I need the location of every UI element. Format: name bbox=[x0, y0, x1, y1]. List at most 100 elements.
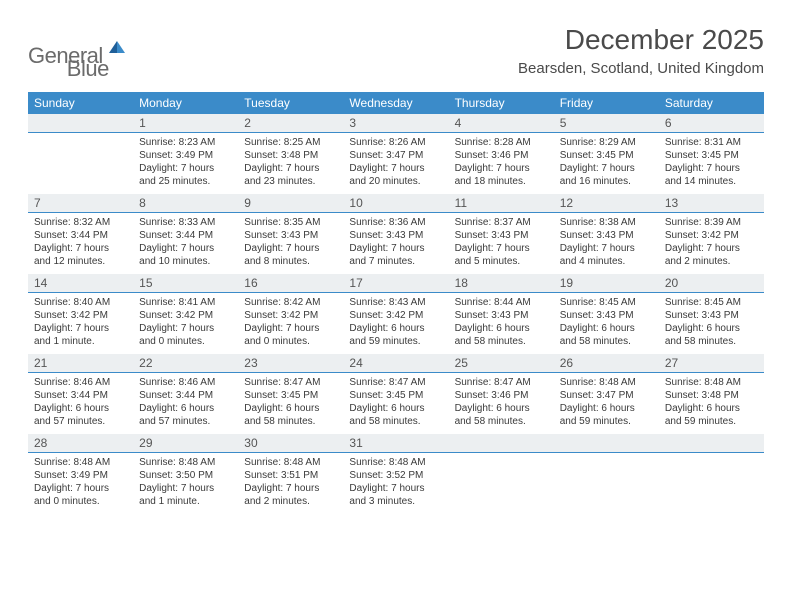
calendar-cell: Sunrise: 8:46 AMSunset: 3:44 PMDaylight:… bbox=[133, 373, 238, 434]
cell-sunset: Sunset: 3:42 PM bbox=[34, 309, 127, 322]
day-header: Monday bbox=[133, 92, 238, 114]
cell-d2: and 3 minutes. bbox=[349, 495, 442, 508]
day-number: 5 bbox=[554, 114, 659, 132]
cell-d1: Daylight: 7 hours bbox=[139, 322, 232, 335]
cell-sunrise: Sunrise: 8:28 AM bbox=[455, 136, 548, 149]
calendar-cell: Sunrise: 8:23 AMSunset: 3:49 PMDaylight:… bbox=[133, 133, 238, 194]
cell-d1: Daylight: 7 hours bbox=[244, 242, 337, 255]
cell-d1: Daylight: 7 hours bbox=[244, 482, 337, 495]
calendar-cell: Sunrise: 8:40 AMSunset: 3:42 PMDaylight:… bbox=[28, 293, 133, 354]
cell-d2: and 57 minutes. bbox=[34, 415, 127, 428]
cell-d2: and 0 minutes. bbox=[244, 335, 337, 348]
day-number bbox=[449, 434, 554, 452]
calendar-cell: Sunrise: 8:29 AMSunset: 3:45 PMDaylight:… bbox=[554, 133, 659, 194]
day-header-row: Sunday Monday Tuesday Wednesday Thursday… bbox=[28, 92, 764, 114]
cell-sunrise: Sunrise: 8:29 AM bbox=[560, 136, 653, 149]
cell-sunrise: Sunrise: 8:48 AM bbox=[349, 456, 442, 469]
cell-d2: and 2 minutes. bbox=[244, 495, 337, 508]
day-number: 28 bbox=[28, 434, 133, 452]
cell-d2: and 59 minutes. bbox=[560, 415, 653, 428]
day-header: Thursday bbox=[449, 92, 554, 114]
cell-sunset: Sunset: 3:45 PM bbox=[560, 149, 653, 162]
logo-text-2: Blue bbox=[67, 56, 109, 82]
cell-d2: and 12 minutes. bbox=[34, 255, 127, 268]
day-number: 25 bbox=[449, 354, 554, 372]
cell-d2: and 59 minutes. bbox=[349, 335, 442, 348]
cell-d2: and 16 minutes. bbox=[560, 175, 653, 188]
cell-d2: and 58 minutes. bbox=[455, 415, 548, 428]
day-number-row: 21222324252627 bbox=[28, 354, 764, 373]
cell-d1: Daylight: 7 hours bbox=[34, 322, 127, 335]
cell-sunrise: Sunrise: 8:42 AM bbox=[244, 296, 337, 309]
cell-d2: and 5 minutes. bbox=[455, 255, 548, 268]
calendar-cell: Sunrise: 8:47 AMSunset: 3:45 PMDaylight:… bbox=[343, 373, 448, 434]
calendar-cell bbox=[554, 453, 659, 514]
calendar-cell: Sunrise: 8:25 AMSunset: 3:48 PMDaylight:… bbox=[238, 133, 343, 194]
week-row: Sunrise: 8:23 AMSunset: 3:49 PMDaylight:… bbox=[28, 133, 764, 194]
cell-sunrise: Sunrise: 8:44 AM bbox=[455, 296, 548, 309]
day-number: 14 bbox=[28, 274, 133, 292]
day-header: Saturday bbox=[659, 92, 764, 114]
cell-sunrise: Sunrise: 8:47 AM bbox=[349, 376, 442, 389]
cell-d1: Daylight: 6 hours bbox=[560, 402, 653, 415]
calendar-cell: Sunrise: 8:47 AMSunset: 3:46 PMDaylight:… bbox=[449, 373, 554, 434]
calendar-cell: Sunrise: 8:41 AMSunset: 3:42 PMDaylight:… bbox=[133, 293, 238, 354]
day-number: 12 bbox=[554, 194, 659, 212]
day-number-row: 123456 bbox=[28, 114, 764, 133]
cell-sunrise: Sunrise: 8:46 AM bbox=[139, 376, 232, 389]
cell-sunset: Sunset: 3:45 PM bbox=[244, 389, 337, 402]
cell-d2: and 58 minutes. bbox=[560, 335, 653, 348]
cell-sunrise: Sunrise: 8:45 AM bbox=[665, 296, 758, 309]
cell-d1: Daylight: 7 hours bbox=[349, 482, 442, 495]
weeks-container: 123456Sunrise: 8:23 AMSunset: 3:49 PMDay… bbox=[28, 114, 764, 514]
calendar-cell: Sunrise: 8:46 AMSunset: 3:44 PMDaylight:… bbox=[28, 373, 133, 434]
cell-d2: and 4 minutes. bbox=[560, 255, 653, 268]
cell-sunrise: Sunrise: 8:48 AM bbox=[34, 456, 127, 469]
day-number bbox=[554, 434, 659, 452]
cell-d2: and 14 minutes. bbox=[665, 175, 758, 188]
day-number: 19 bbox=[554, 274, 659, 292]
cell-d2: and 58 minutes. bbox=[244, 415, 337, 428]
cell-sunrise: Sunrise: 8:48 AM bbox=[244, 456, 337, 469]
day-number: 26 bbox=[554, 354, 659, 372]
calendar-cell: Sunrise: 8:26 AMSunset: 3:47 PMDaylight:… bbox=[343, 133, 448, 194]
cell-d2: and 57 minutes. bbox=[139, 415, 232, 428]
day-header: Tuesday bbox=[238, 92, 343, 114]
calendar-cell: Sunrise: 8:36 AMSunset: 3:43 PMDaylight:… bbox=[343, 213, 448, 274]
cell-sunrise: Sunrise: 8:45 AM bbox=[560, 296, 653, 309]
day-number: 7 bbox=[28, 194, 133, 212]
cell-sunset: Sunset: 3:45 PM bbox=[349, 389, 442, 402]
week-row: Sunrise: 8:48 AMSunset: 3:49 PMDaylight:… bbox=[28, 453, 764, 514]
cell-sunset: Sunset: 3:43 PM bbox=[455, 229, 548, 242]
cell-d1: Daylight: 7 hours bbox=[139, 162, 232, 175]
cell-sunset: Sunset: 3:46 PM bbox=[455, 389, 548, 402]
cell-sunrise: Sunrise: 8:46 AM bbox=[34, 376, 127, 389]
cell-d1: Daylight: 7 hours bbox=[244, 322, 337, 335]
cell-sunset: Sunset: 3:44 PM bbox=[34, 229, 127, 242]
day-number: 10 bbox=[343, 194, 448, 212]
cell-d1: Daylight: 7 hours bbox=[34, 482, 127, 495]
cell-sunset: Sunset: 3:43 PM bbox=[560, 229, 653, 242]
cell-d2: and 1 minute. bbox=[139, 495, 232, 508]
cell-d1: Daylight: 7 hours bbox=[665, 162, 758, 175]
calendar-cell: Sunrise: 8:48 AMSunset: 3:50 PMDaylight:… bbox=[133, 453, 238, 514]
day-number: 21 bbox=[28, 354, 133, 372]
day-number: 17 bbox=[343, 274, 448, 292]
cell-d1: Daylight: 6 hours bbox=[349, 322, 442, 335]
cell-d1: Daylight: 6 hours bbox=[34, 402, 127, 415]
day-number: 6 bbox=[659, 114, 764, 132]
cell-sunset: Sunset: 3:51 PM bbox=[244, 469, 337, 482]
calendar-cell: Sunrise: 8:39 AMSunset: 3:42 PMDaylight:… bbox=[659, 213, 764, 274]
calendar-cell: Sunrise: 8:47 AMSunset: 3:45 PMDaylight:… bbox=[238, 373, 343, 434]
week-row: Sunrise: 8:40 AMSunset: 3:42 PMDaylight:… bbox=[28, 293, 764, 354]
calendar-cell bbox=[28, 133, 133, 194]
cell-d2: and 58 minutes. bbox=[455, 335, 548, 348]
calendar-cell bbox=[659, 453, 764, 514]
cell-d1: Daylight: 6 hours bbox=[244, 402, 337, 415]
cell-sunset: Sunset: 3:42 PM bbox=[349, 309, 442, 322]
cell-sunset: Sunset: 3:49 PM bbox=[34, 469, 127, 482]
cell-d1: Daylight: 7 hours bbox=[665, 242, 758, 255]
day-number: 18 bbox=[449, 274, 554, 292]
cell-sunset: Sunset: 3:45 PM bbox=[665, 149, 758, 162]
cell-d2: and 23 minutes. bbox=[244, 175, 337, 188]
